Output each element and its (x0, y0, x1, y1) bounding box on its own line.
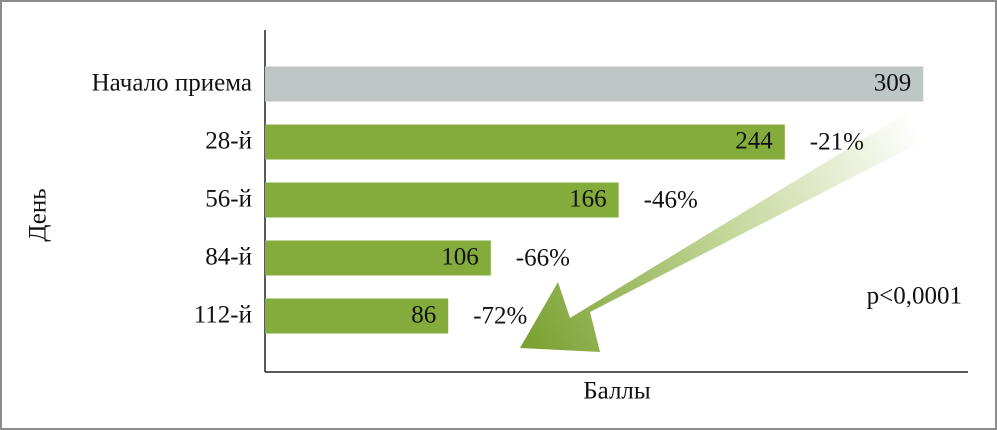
bar (265, 298, 449, 334)
change-label: -21% (810, 129, 864, 156)
y-tick-label: 28-й (205, 128, 252, 155)
value-label: 166 (569, 186, 607, 213)
trend-arrow (520, 112, 925, 352)
value-label: 106 (441, 244, 479, 271)
change-label: -46% (644, 187, 698, 214)
value-label: 244 (735, 128, 773, 155)
value-label: 86 (411, 302, 436, 329)
bar (265, 240, 491, 276)
x-axis-label: Баллы (583, 378, 651, 405)
bar (265, 182, 619, 218)
y-tick-label: 56-й (205, 186, 252, 213)
value-label: 309 (874, 70, 912, 97)
change-label: -72% (473, 303, 527, 330)
y-tick-label: Начало приема (92, 70, 252, 97)
y-tick-label: 84-й (205, 244, 252, 271)
bar (265, 66, 924, 102)
bar (265, 124, 785, 160)
y-tick-label: 112-й (194, 302, 252, 329)
p-value: p<0,0001 (867, 283, 962, 310)
y-axis-label: День (25, 188, 52, 241)
change-label: -66% (516, 245, 570, 272)
